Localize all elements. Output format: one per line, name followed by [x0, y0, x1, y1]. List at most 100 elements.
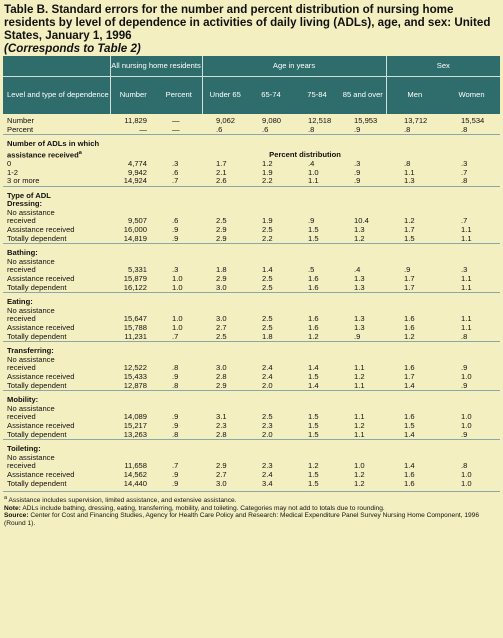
table-cell: .7 — [172, 176, 179, 186]
table-cell: 1.3 — [354, 225, 365, 235]
table-cell: 3.1 — [216, 412, 227, 422]
table-cell: 14,440 — [123, 478, 147, 488]
table-cell: 16,122 — [123, 282, 147, 292]
row-label-text: No assistance — [7, 207, 55, 217]
table-body: Number 11,829—9,062 9,080 12,518 15,953 13,71… — [3, 114, 501, 493]
table-cell: 11,231 — [124, 331, 147, 341]
table-cell: .7 — [172, 461, 179, 471]
table-cell: .3 — [354, 158, 361, 168]
header-col-number: Number — [109, 76, 156, 114]
section-heading-row: Type of ADL Dressing: — [3, 185, 501, 209]
table-cell: 2.4 — [262, 363, 273, 373]
row-label: Totally dependent — [3, 430, 110, 440]
table-cell: 11,829 — [124, 116, 147, 125]
percent-distribution-label: Percent distribution — [110, 134, 501, 160]
section-heading-text: Transferring: — [7, 346, 54, 356]
note-text: ADLs include bathing, dressing, eating, … — [22, 504, 385, 512]
table-row: Percent — — .6 .6 .8 .9 .8 .8 — [3, 124, 500, 135]
section-heading-text-2: Dressing: — [7, 199, 43, 209]
table-cell: 1.0 — [461, 412, 472, 422]
table-cell: .9 — [172, 225, 179, 235]
section-heading: Toileting: — [3, 439, 110, 454]
table-row: Assistance received 15,788 1.0 2.7 2.5 1.6 1.3… — [3, 323, 500, 333]
table-cell: 1.0 — [461, 478, 472, 488]
table-cell: .6 — [262, 124, 269, 134]
table-cell: 1.1 — [308, 176, 319, 186]
table-cell: .3 — [172, 158, 179, 168]
row-label-text: Totally dependent — [7, 478, 67, 488]
table-cell: 1.6 — [308, 314, 319, 324]
table-cell: 2.9 — [216, 461, 227, 471]
table-cell: 12,878 — [123, 380, 147, 390]
table-cell: 1.1 — [354, 412, 365, 422]
row-label-text: No assistance — [7, 354, 55, 364]
row-label-text: Totally dependent — [7, 282, 67, 292]
table-cell: 1.1 — [461, 314, 472, 324]
table-cell: 3.0 — [216, 314, 227, 324]
header-col-men: Men — [385, 76, 444, 114]
header-group-sex: Sex — [385, 56, 501, 77]
row-label: No assistance received — [3, 306, 110, 324]
table-cell: 1.7 — [216, 158, 227, 168]
table-cell: 3.0 — [216, 478, 227, 488]
table-cell: 14,089 — [123, 412, 147, 422]
section-heading-row: Transferring: — [3, 341, 501, 356]
row-label: Percent — [7, 124, 34, 134]
table-cell: 11,658 — [124, 461, 147, 471]
table-cell: .8 — [461, 461, 468, 471]
table-row: Totally dependent 13,263 .8 2.8 2.0 1.5 1.1 1.4… — [3, 429, 500, 440]
table-cell: 15,879 — [123, 274, 147, 284]
row-label-text: Assistance received — [7, 469, 75, 479]
section-heading: Eating: — [3, 292, 110, 307]
table-cell: 1.3 — [354, 314, 365, 324]
header-col-85-over: 85 and over — [340, 76, 387, 114]
row-label-text-cont: received — [7, 461, 36, 471]
row-label-text-cont: received — [7, 265, 36, 275]
table-cell: 16,000 — [123, 225, 147, 235]
table-cell: 1.6 — [404, 314, 415, 324]
table-cell: 2.5 — [262, 282, 273, 292]
table-cell: .9 — [172, 233, 179, 243]
table-cell: 1.1 — [354, 429, 365, 439]
table-cell: 1.0 — [461, 420, 472, 430]
table-cell: 1.6 — [404, 412, 415, 422]
table-cell: 2.4 — [262, 371, 273, 381]
table-cell: 3.0 — [216, 282, 227, 292]
table-cell: .6 — [172, 216, 179, 226]
row-label: No assistance received — [3, 403, 110, 422]
table-cell: .7 — [172, 331, 179, 341]
row-label-text: No assistance — [7, 452, 55, 462]
table-cell: 1.1 — [354, 363, 365, 373]
row-label-text: No assistance — [7, 403, 55, 413]
table-cell: 1.5 — [404, 420, 415, 430]
table-cell: 2.3 — [262, 420, 273, 430]
table-cell: .3 — [461, 265, 468, 275]
table-cell: 12,522 — [123, 363, 147, 373]
section-heading-row: Toileting: — [3, 439, 501, 454]
row-label: 0 — [3, 158, 110, 169]
row-label: 1-2 — [3, 168, 110, 178]
table-cell: 2.9 — [216, 225, 227, 235]
table-cell: — — [172, 116, 180, 125]
table-cell: 1.1 — [461, 225, 472, 235]
row-label-text: Assistance received — [7, 274, 75, 284]
table-row: 3 or more 14,924 .7 2.6 2.2 1.1 .9 1.3 .8 — [3, 176, 500, 186]
row-label: Totally dependent — [3, 282, 110, 293]
table-cell: 1.5 — [308, 469, 319, 479]
table-row: No assistance received 14,089 .9 3.1 2.5 1.5 1.… — [3, 403, 500, 422]
row-label-text: 0 — [7, 158, 12, 168]
table-cell: 2.2 — [262, 233, 273, 243]
header-group-age: Age in years — [201, 56, 387, 77]
table-row: No assistance received 15,647 1.0 3.0 2.5 1.6 1… — [3, 306, 500, 324]
row-label-text: Totally dependent — [7, 380, 67, 390]
table-cell: .8 — [172, 363, 179, 373]
row-label: No assistance received — [3, 207, 110, 226]
row-label-text: 3 or more — [7, 176, 40, 186]
table-cell: 3.0 — [216, 363, 227, 373]
row-label-text-cont: received — [7, 314, 36, 324]
table-cell: 13,712 — [404, 116, 428, 125]
table-row: No assistance received 12,522 .8 3.0 2.4 1.4 1.… — [3, 354, 500, 373]
table-cell: 1.5 — [308, 412, 319, 422]
table-cell: 5,331 — [127, 265, 147, 275]
table-cell: 14,924 — [123, 176, 147, 186]
